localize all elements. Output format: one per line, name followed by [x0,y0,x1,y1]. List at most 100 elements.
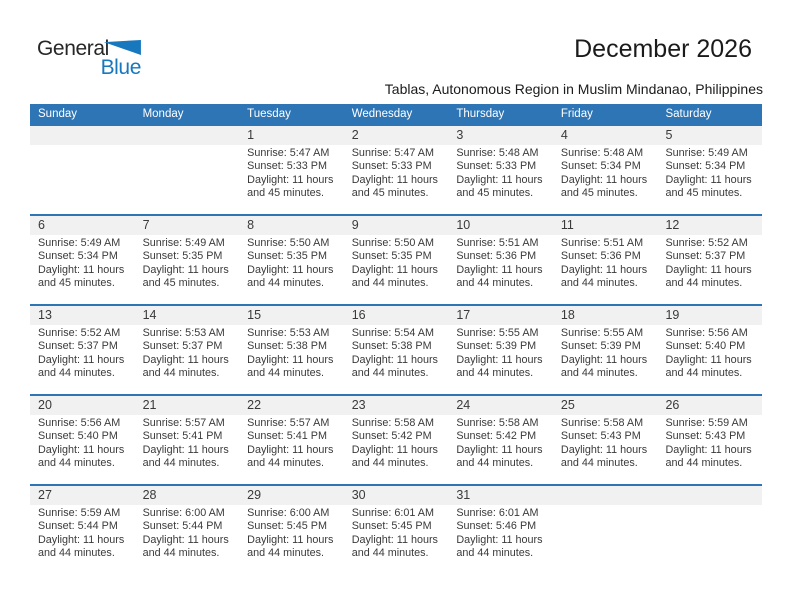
sunset-text: Sunset: 5:35 PM [142,250,223,263]
sunset-text: Sunset: 5:43 PM [665,430,746,443]
daylight-minutes-text: and 45 minutes. [560,187,638,200]
day-number: 30 [351,488,366,502]
daylight-hours-text: Daylight: 11 hours [456,443,543,456]
weekday-header-sunday: Sunday [38,108,78,120]
general-blue-logo: General Blue [37,37,149,80]
day-cell: Sunrise: 5:52 AM Sunset: 5:37 PM Daylight:… [657,235,762,291]
day-number-band: 6 7 8 9 10 11 12 [30,216,762,235]
weekday-header-monday: Monday [142,108,184,120]
daylight-hours-text: Daylight: 11 hours [38,353,125,366]
sunset-text: Sunset: 5:41 PM [247,430,327,443]
day-cell: Sunrise: 5:48 AM Sunset: 5:33 PM Daylight:… [448,145,553,201]
sunset-text: Sunset: 5:45 PM [247,520,327,533]
sunset-text: Sunset: 5:44 PM [142,520,223,533]
sunrise-text: Sunrise: 6:01 AM [456,507,539,519]
sunset-text: Sunset: 5:37 PM [142,340,223,353]
sunset-text: Sunset: 5:39 PM [560,340,641,353]
day-cell: Sunrise: 5:49 AM Sunset: 5:34 PM Daylight:… [30,235,135,291]
day-number: 14 [142,308,157,322]
calendar-weeks: 1 2 3 4 5 Sunrise: 5:47 AM Sunset: 5:33 PM Dayl… [30,124,762,574]
daylight-hours-text: Daylight: 11 hours [665,443,752,456]
sunset-text: Sunset: 5:41 PM [142,430,223,443]
daylight-hours-text: Daylight: 11 hours [351,173,438,186]
daylight-minutes-text: and 44 minutes. [351,457,429,470]
daylight-hours-text: Daylight: 11 hours [351,353,438,366]
day-number: 16 [351,308,366,322]
daylight-minutes-text: and 44 minutes. [247,277,324,290]
day-cell: Sunrise: 5:58 AM Sunset: 5:43 PM Daylight:… [553,415,658,471]
sunrise-text: Sunrise: 5:58 AM [456,417,539,429]
day-cell: Sunrise: 5:56 AM Sunset: 5:40 PM Daylight:… [30,415,135,471]
day-number: 8 [247,218,255,232]
day-cell: Sunrise: 5:58 AM Sunset: 5:42 PM Daylight:… [448,415,553,471]
sunrise-text: Sunrise: 5:58 AM [351,417,434,429]
sunrise-text: Sunrise: 5:47 AM [351,147,434,159]
day-detail-band: Sunrise: 5:49 AM Sunset: 5:34 PM Daylight:… [30,235,762,291]
empty-day-cell [657,486,762,505]
sunrise-text: Sunrise: 6:01 AM [351,507,434,519]
day-number: 23 [351,398,366,412]
day-number: 22 [247,398,262,412]
sunset-text: Sunset: 5:33 PM [456,160,537,173]
day-cell: Sunrise: 5:48 AM Sunset: 5:34 PM Daylight:… [553,145,658,201]
day-number: 19 [665,308,680,322]
sunrise-text: Sunrise: 5:49 AM [142,237,225,249]
day-cell: Sunrise: 5:50 AM Sunset: 5:35 PM Daylight:… [239,235,344,291]
daylight-minutes-text: and 44 minutes. [560,277,638,290]
sunrise-text: Sunrise: 5:50 AM [351,237,434,249]
day-detail-band: Sunrise: 5:52 AM Sunset: 5:37 PM Daylight:… [30,325,762,381]
daylight-minutes-text: and 44 minutes. [38,457,115,470]
sunset-text: Sunset: 5:37 PM [665,250,746,263]
day-number-band: 13 14 15 16 17 18 19 [30,306,762,325]
day-number: 4 [560,128,568,142]
daylight-hours-text: Daylight: 11 hours [38,533,125,546]
day-number: 3 [456,128,464,142]
sunrise-text: Sunrise: 5:47 AM [247,147,330,159]
daylight-hours-text: Daylight: 11 hours [456,353,543,366]
sunrise-text: Sunrise: 5:48 AM [560,147,644,159]
day-number: 26 [665,398,680,412]
daylight-minutes-text: and 44 minutes. [351,367,429,380]
sunset-text: Sunset: 5:42 PM [456,430,537,443]
sunrise-text: Sunrise: 5:51 AM [456,237,539,249]
daylight-minutes-text: and 44 minutes. [142,367,220,380]
sunrise-text: Sunrise: 5:58 AM [560,417,644,429]
day-cell: Sunrise: 6:01 AM Sunset: 5:45 PM Daylight:… [344,505,449,561]
weekday-header-wednesday: Wednesday [351,108,413,120]
empty-day-cell [30,145,135,201]
sunrise-text: Sunrise: 6:00 AM [142,507,225,519]
week-row-5: 27 28 29 30 31 Sunrise: 5:59 AM Sunset: 5:44 P… [30,484,762,574]
daylight-hours-text: Daylight: 11 hours [560,263,648,276]
sunrise-text: Sunrise: 5:59 AM [665,417,748,429]
sunset-text: Sunset: 5:37 PM [38,340,118,353]
day-cell: Sunrise: 5:47 AM Sunset: 5:33 PM Daylight:… [344,145,449,201]
day-cell: Sunrise: 5:57 AM Sunset: 5:41 PM Daylight:… [135,415,240,471]
day-cell: Sunrise: 5:47 AM Sunset: 5:33 PM Daylight:… [239,145,344,201]
day-detail-band: Sunrise: 5:59 AM Sunset: 5:44 PM Daylight:… [30,505,762,561]
daylight-hours-text: Daylight: 11 hours [665,263,752,276]
sunset-text: Sunset: 5:40 PM [665,340,746,353]
daylight-hours-text: Daylight: 11 hours [38,443,125,456]
weekday-header-saturday: Saturday [665,108,712,120]
day-number: 28 [142,488,157,502]
day-cell: Sunrise: 6:01 AM Sunset: 5:46 PM Daylight:… [448,505,553,561]
sunrise-text: Sunrise: 5:52 AM [665,237,748,249]
daylight-hours-text: Daylight: 11 hours [142,443,229,456]
weekday-header-tuesday: Tuesday [247,108,291,120]
sunrise-text: Sunrise: 5:52 AM [38,327,121,339]
sunset-text: Sunset: 5:44 PM [38,520,118,533]
sunset-text: Sunset: 5:36 PM [560,250,641,263]
sunrise-text: Sunrise: 5:53 AM [247,327,330,339]
day-cell: Sunrise: 5:59 AM Sunset: 5:43 PM Daylight:… [657,415,762,471]
daylight-hours-text: Daylight: 11 hours [142,263,229,276]
weekday-header-friday: Friday [560,108,593,120]
daylight-hours-text: Daylight: 11 hours [560,173,648,186]
day-number: 18 [560,308,575,322]
daylight-minutes-text: and 44 minutes. [456,547,534,560]
day-number: 11 [560,218,574,232]
daylight-minutes-text: and 44 minutes. [456,367,534,380]
sunrise-text: Sunrise: 5:55 AM [560,327,644,339]
daylight-minutes-text: and 44 minutes. [456,277,534,290]
sunset-text: Sunset: 5:33 PM [247,160,327,173]
daylight-hours-text: Daylight: 11 hours [351,443,438,456]
